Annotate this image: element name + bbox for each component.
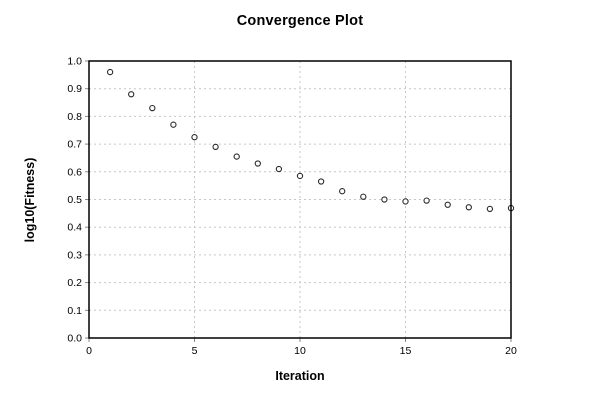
x-tick-label: 15 (400, 345, 412, 357)
data-point (317, 178, 325, 185)
x-tick-label: 10 (294, 345, 306, 357)
data-point (402, 198, 409, 205)
x-tick-label: 0 (86, 345, 92, 357)
y-tick-label: 0.1 (67, 305, 82, 317)
x-tick-label: 20 (505, 345, 517, 357)
data-point (170, 121, 177, 128)
data-point (106, 68, 114, 76)
chart-title: Convergence Plot (236, 13, 364, 29)
plot-border (88, 60, 512, 339)
data-point (191, 134, 198, 141)
data-point (296, 172, 304, 180)
data-point (254, 160, 261, 167)
data-point (486, 205, 494, 213)
y-tick-label: 0.7 (67, 139, 82, 151)
data-point (149, 104, 156, 112)
y-tick-label: 0.8 (67, 111, 82, 123)
y-tick-label: 0.3 (67, 249, 82, 261)
y-tick-label: 0.4 (67, 222, 82, 234)
data-point (465, 204, 472, 211)
data-point (444, 201, 451, 208)
y-tick-label: 1.0 (67, 56, 82, 68)
data-point (339, 188, 346, 195)
x-axis-title: Iteration (275, 369, 325, 383)
x-tick-label: 5 (192, 345, 198, 357)
y-tick-label: 0.2 (67, 277, 82, 289)
y-tick-label: 0.0 (67, 333, 82, 345)
data-point (128, 91, 135, 98)
data-point (381, 196, 388, 203)
data-point (423, 197, 430, 204)
y-tick-label: 0.5 (67, 194, 82, 206)
data-point (233, 153, 240, 160)
y-tick-label: 0.9 (67, 83, 82, 95)
data-point (275, 165, 283, 173)
data-point (212, 143, 219, 151)
y-tick-label: 0.6 (67, 166, 82, 178)
data-point (360, 193, 367, 200)
